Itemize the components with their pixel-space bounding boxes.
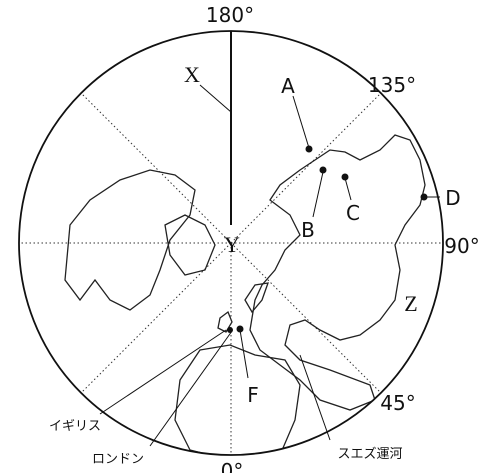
label-b: B — [301, 218, 315, 242]
point-b — [319, 166, 327, 174]
uk — [217, 310, 233, 333]
label-z: Z — [404, 291, 417, 316]
point-london — [227, 327, 233, 333]
leader — [99, 329, 227, 415]
map-body — [19, 92, 443, 455]
scandinavia — [244, 282, 269, 314]
degree-label: 180° — [206, 3, 254, 27]
degree-label: 0° — [221, 459, 244, 473]
meridian — [230, 92, 382, 244]
label-y: Y — [224, 232, 240, 257]
north-america — [64, 169, 196, 311]
degree-label: 90° — [444, 234, 479, 258]
label-a: A — [281, 74, 295, 98]
degree-label: 45° — [380, 391, 415, 415]
leader — [239, 329, 249, 379]
label-london: ロンドン — [92, 452, 144, 467]
leader — [292, 95, 310, 149]
label-f: F — [247, 383, 259, 407]
leader — [199, 84, 232, 113]
label-c: C — [346, 201, 360, 225]
label-uk: イギリス — [49, 419, 101, 434]
label-x: X — [184, 62, 200, 87]
africa — [174, 344, 301, 455]
meridian — [230, 242, 382, 394]
point-d — [420, 193, 428, 201]
greenland — [164, 214, 216, 276]
point-a — [305, 145, 313, 153]
leader — [149, 330, 233, 447]
leader — [312, 171, 324, 218]
eurasia — [249, 134, 426, 411]
point-f — [236, 325, 244, 333]
meridian — [80, 242, 232, 394]
meridian — [80, 92, 232, 244]
label-d: D — [445, 186, 460, 210]
point-c — [341, 173, 349, 181]
leader — [299, 354, 331, 441]
leader — [344, 177, 352, 201]
label-suez: スエズ運河 — [337, 446, 402, 462]
degree-label: 135° — [368, 73, 416, 97]
